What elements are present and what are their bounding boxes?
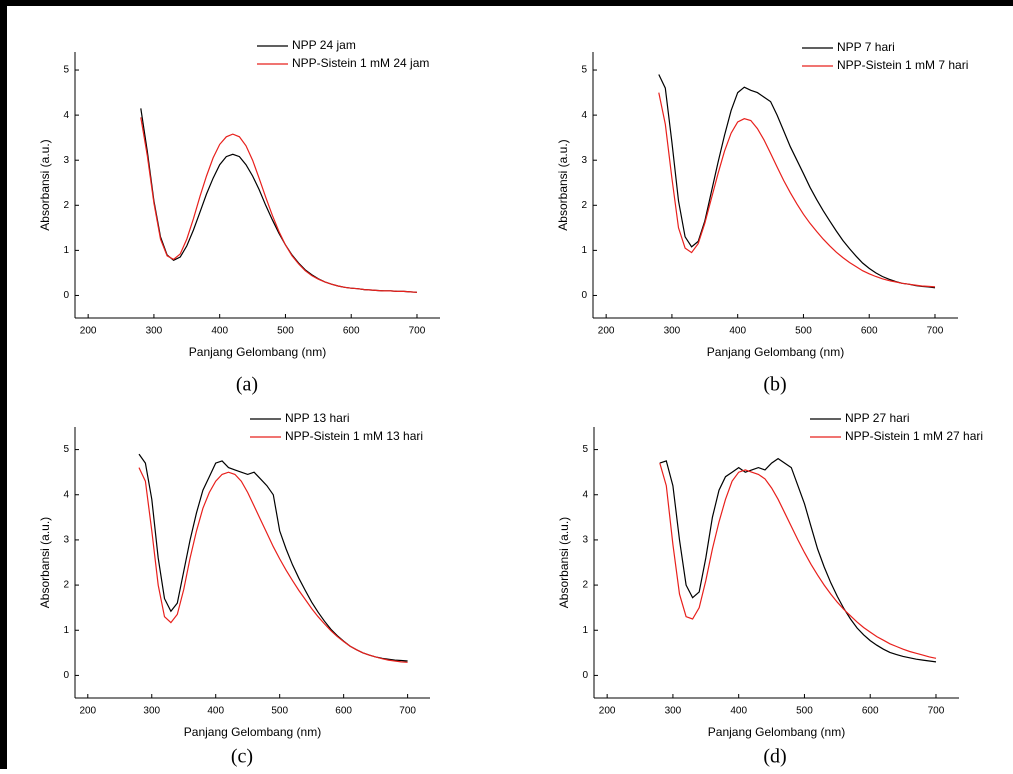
data-line bbox=[658, 74, 936, 289]
x-tick-label: 200 bbox=[599, 706, 616, 717]
y-axis-label: Absorbansi (a.u.) bbox=[38, 139, 52, 230]
x-tick-label: 700 bbox=[927, 326, 944, 337]
y-tick-label: 1 bbox=[63, 245, 69, 256]
y-tick-label: 4 bbox=[581, 110, 587, 121]
x-tick-label: 600 bbox=[335, 706, 352, 717]
x-tick-label: 700 bbox=[399, 706, 416, 717]
y-axis-label: Absorbansi (a.u.) bbox=[557, 517, 571, 608]
y-tick-label: 1 bbox=[581, 245, 587, 256]
legend-label: NPP 7 hari bbox=[837, 40, 895, 54]
x-axis-label: Panjang Gelombang (nm) bbox=[707, 345, 844, 359]
y-tick-label: 2 bbox=[582, 580, 588, 591]
x-tick-label: 700 bbox=[928, 706, 945, 717]
y-tick-label: 5 bbox=[582, 444, 588, 455]
x-tick-label: 200 bbox=[598, 326, 615, 337]
legend-label: NPP-Sistein 1 mM 27 hari bbox=[845, 429, 983, 443]
data-line bbox=[140, 108, 418, 293]
legend-label: NPP 13 hari bbox=[285, 411, 349, 425]
y-axis-label: Absorbansi (a.u.) bbox=[38, 517, 52, 608]
top-border bbox=[0, 0, 1013, 6]
y-tick-label: 5 bbox=[581, 65, 587, 76]
data-line bbox=[138, 453, 408, 662]
y-tick-label: 5 bbox=[63, 444, 69, 455]
caption: (b) bbox=[763, 374, 786, 396]
y-tick-label: 4 bbox=[582, 489, 588, 500]
y-tick-label: 4 bbox=[63, 489, 69, 500]
x-tick-label: 200 bbox=[80, 326, 97, 337]
x-tick-label: 700 bbox=[409, 326, 426, 337]
x-axis-label: Panjang Gelombang (nm) bbox=[184, 725, 321, 739]
x-axis-label: Panjang Gelombang (nm) bbox=[708, 725, 845, 739]
caption: (d) bbox=[763, 746, 786, 768]
y-axis-label: Absorbansi (a.u.) bbox=[556, 139, 570, 230]
y-tick-label: 3 bbox=[63, 155, 69, 166]
legend-label: NPP 27 hari bbox=[845, 411, 909, 425]
legend-label: NPP-Sistein 1 mM 7 hari bbox=[837, 58, 968, 72]
caption: (c) bbox=[231, 746, 253, 768]
x-tick-label: 500 bbox=[277, 326, 294, 337]
y-tick-label: 1 bbox=[63, 625, 69, 636]
legend-label: NPP 24 jam bbox=[292, 38, 356, 52]
x-tick-label: 200 bbox=[79, 706, 96, 717]
x-axis-label: Panjang Gelombang (nm) bbox=[189, 345, 326, 359]
x-tick-label: 600 bbox=[343, 326, 360, 337]
y-tick-label: 4 bbox=[63, 110, 69, 121]
x-tick-label: 300 bbox=[143, 706, 160, 717]
x-tick-label: 600 bbox=[862, 706, 879, 717]
data-line bbox=[140, 117, 418, 293]
x-tick-label: 400 bbox=[729, 326, 746, 337]
legend-label: NPP-Sistein 1 mM 13 hari bbox=[285, 429, 423, 443]
y-tick-label: 3 bbox=[582, 535, 588, 546]
x-tick-label: 600 bbox=[861, 326, 878, 337]
y-tick-label: 1 bbox=[582, 625, 588, 636]
caption: (a) bbox=[236, 374, 258, 396]
x-tick-label: 400 bbox=[211, 326, 228, 337]
data-line bbox=[138, 467, 408, 663]
x-tick-label: 500 bbox=[796, 706, 813, 717]
x-tick-label: 500 bbox=[271, 706, 288, 717]
y-tick-label: 0 bbox=[63, 290, 69, 301]
x-tick-label: 500 bbox=[795, 326, 812, 337]
y-tick-label: 2 bbox=[63, 580, 69, 591]
x-tick-label: 400 bbox=[730, 706, 747, 717]
y-tick-label: 2 bbox=[63, 200, 69, 211]
y-tick-label: 3 bbox=[63, 535, 69, 546]
x-tick-label: 400 bbox=[207, 706, 224, 717]
y-tick-label: 0 bbox=[63, 670, 69, 681]
y-tick-label: 0 bbox=[581, 290, 587, 301]
data-line bbox=[659, 457, 937, 663]
data-line bbox=[658, 92, 936, 288]
x-tick-label: 300 bbox=[664, 326, 681, 337]
data-line bbox=[659, 462, 937, 659]
x-tick-label: 300 bbox=[146, 326, 163, 337]
left-border bbox=[0, 0, 7, 769]
y-tick-label: 5 bbox=[63, 65, 69, 76]
x-tick-label: 300 bbox=[665, 706, 682, 717]
y-tick-label: 0 bbox=[582, 670, 588, 681]
y-tick-label: 3 bbox=[581, 155, 587, 166]
y-tick-label: 2 bbox=[581, 200, 587, 211]
legend-label: NPP-Sistein 1 mM 24 jam bbox=[292, 56, 429, 70]
